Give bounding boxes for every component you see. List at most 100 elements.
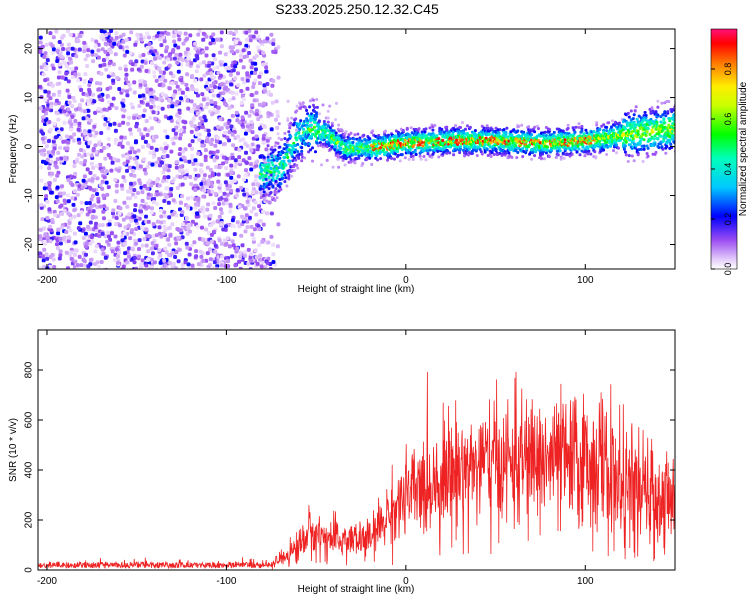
spectrogram-cell	[173, 43, 178, 48]
spectrogram-cell	[122, 231, 127, 236]
spectrogram-cell	[92, 124, 97, 129]
spectrogram-cell	[79, 263, 84, 268]
spectrogram-cell	[144, 69, 149, 73]
spectrogram-cell	[209, 232, 214, 237]
spectrogram-cell	[47, 187, 52, 192]
spectrogram-cell	[230, 155, 235, 160]
spectrogram-cell	[42, 226, 47, 231]
spectrogram-cell	[211, 81, 216, 86]
spectrogram-cell	[52, 178, 57, 182]
spectrogram-cell	[153, 116, 158, 121]
spectrogram-cell	[205, 81, 210, 85]
spectrogram-cell	[166, 237, 171, 242]
spectrogram-cell	[485, 124, 489, 128]
spectrogram-cell	[147, 41, 152, 46]
spectrogram-cell	[73, 259, 78, 264]
spectrogram-cell	[66, 107, 71, 112]
spectrogram-cell	[40, 151, 44, 156]
spectrogram-cell	[249, 120, 254, 125]
spectrogram-cell	[294, 158, 298, 162]
spectrogram-cell	[181, 155, 186, 160]
spectrogram-cell	[190, 146, 194, 151]
spectrogram-cell	[393, 152, 397, 156]
spectrogram-cell	[47, 120, 52, 124]
spectrogram-cell	[269, 182, 273, 186]
spectrogram-cell	[195, 54, 200, 59]
spectrogram-cell	[386, 158, 389, 162]
spectrogram-cell	[267, 187, 271, 191]
spectrogram-cell	[163, 141, 168, 146]
spectrogram-cell	[255, 159, 259, 164]
spectrogram-cell	[249, 148, 254, 153]
spectrogram-cell	[247, 113, 252, 118]
spectrogram-cell	[152, 74, 157, 79]
spectrogram-cell	[445, 128, 449, 132]
spectrogram-cell	[111, 211, 115, 216]
spectrogram-cell	[79, 200, 84, 205]
spectrogram-cell	[186, 262, 191, 267]
spectrogram-cell	[198, 116, 203, 121]
spectrogram-cell	[116, 240, 121, 245]
spectrogram-cell	[270, 145, 274, 149]
spectrogram-cell	[219, 126, 224, 131]
spectrogram-cell	[150, 61, 155, 66]
spectrogram-cell	[504, 151, 508, 155]
spectrogram-cell	[314, 134, 317, 138]
spectrogram-cell	[583, 154, 587, 158]
spectrogram-cell	[216, 172, 221, 177]
spectrogram-cell	[517, 124, 521, 128]
spectrogram-cell	[57, 53, 62, 58]
spectrogram-cell	[81, 178, 86, 183]
spectrogram-cell	[516, 129, 520, 133]
spectrogram-cell	[605, 125, 609, 129]
spectrogram-cell	[602, 148, 606, 152]
spectrogram-cell	[150, 162, 155, 167]
spectrogram-cell	[199, 182, 204, 186]
spectrogram-cell	[204, 53, 209, 58]
spectrogram-cell	[201, 194, 206, 199]
spectrogram-cell	[217, 214, 222, 219]
spectrogram-cell	[528, 143, 532, 147]
spectrogram-cell	[207, 132, 212, 137]
spectrogram-cell	[238, 254, 243, 259]
spectrogram-cell	[45, 216, 50, 220]
spectrogram-cell	[578, 134, 582, 138]
spectrogram-cell	[88, 118, 93, 123]
spectrogram-cell	[38, 227, 43, 232]
spectrogram-cell	[254, 212, 259, 217]
spectrogram-cell	[93, 249, 98, 254]
spectrogram-cell	[257, 102, 262, 107]
spectrogram-cell	[201, 37, 206, 42]
spectrogram-cell	[82, 259, 87, 264]
spectrogram-cell	[544, 134, 548, 137]
spectrogram-cell	[178, 132, 183, 137]
spectrogram-cell	[188, 229, 192, 234]
spectrogram-cell	[257, 243, 262, 247]
spectrogram-cell	[101, 146, 106, 150]
spectrogram-cell	[158, 208, 163, 213]
spectrogram-cell	[170, 266, 175, 269]
spectrogram-cell	[159, 70, 163, 75]
spectrogram-cell	[157, 183, 162, 188]
spectrogram-cell	[502, 145, 506, 148]
spectrogram-cell	[445, 151, 449, 155]
spectrogram-cell	[598, 140, 602, 143]
spectrogram-cell	[283, 137, 287, 141]
spectrogram-cell	[235, 246, 240, 251]
spectrogram-cell	[221, 161, 226, 166]
spectrogram-cell	[230, 218, 235, 223]
spectrogram-cell	[98, 81, 103, 86]
spectrogram-cell	[158, 253, 163, 258]
spectrogram-cell	[490, 127, 494, 131]
spectrogram-cell	[167, 260, 172, 265]
spectrogram-cell	[547, 128, 551, 131]
spectrogram-cell	[79, 161, 84, 165]
spectrogram-cell	[332, 129, 336, 133]
spectrogram-cell	[248, 145, 253, 150]
spectrogram-cell	[244, 187, 249, 192]
spectrogram-cell	[273, 144, 277, 148]
spectrogram-cell	[119, 183, 124, 188]
spectrogram-cell	[218, 183, 223, 187]
spectrogram-cell	[229, 30, 233, 35]
spectrogram-cell	[171, 198, 176, 203]
